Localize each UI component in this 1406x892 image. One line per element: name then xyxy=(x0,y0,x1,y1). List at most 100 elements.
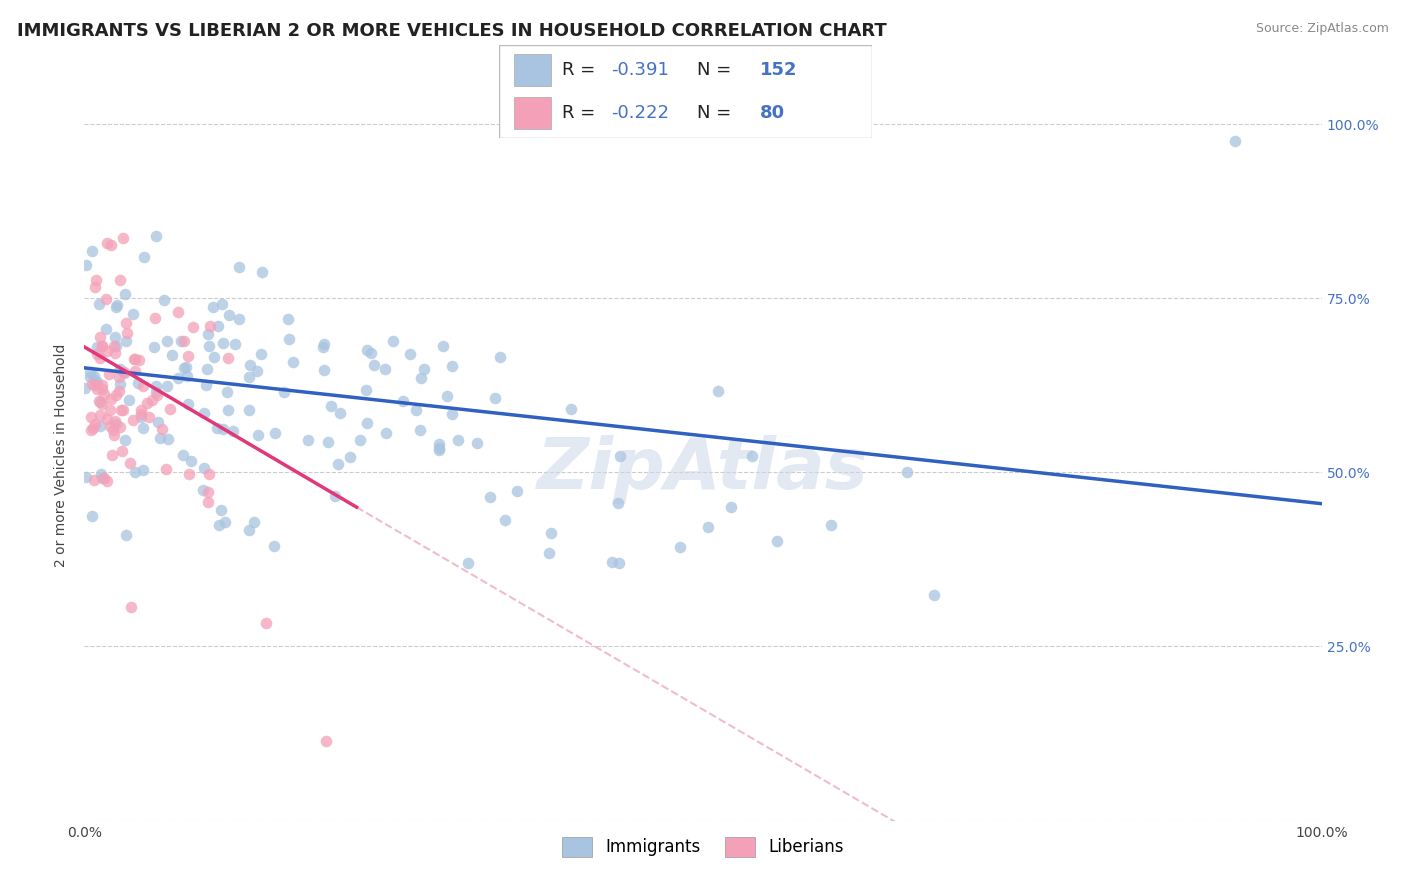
Point xyxy=(86,382,108,396)
Point xyxy=(349,433,371,447)
Point xyxy=(250,347,273,361)
Point xyxy=(108,362,131,376)
Point xyxy=(91,339,114,353)
Point xyxy=(84,280,107,294)
Point xyxy=(103,428,125,442)
Point xyxy=(97,368,120,382)
Point xyxy=(484,391,506,405)
Point xyxy=(108,273,131,287)
Point xyxy=(179,467,201,481)
Point xyxy=(224,337,246,351)
Point xyxy=(159,402,181,417)
Point xyxy=(201,300,224,314)
FancyBboxPatch shape xyxy=(499,45,872,138)
Point xyxy=(103,338,125,352)
Point xyxy=(228,311,250,326)
Point xyxy=(436,388,458,402)
Point xyxy=(82,421,104,435)
Point xyxy=(98,403,121,417)
Point xyxy=(609,449,631,463)
Point xyxy=(138,409,160,424)
Point xyxy=(110,403,132,417)
Point xyxy=(131,421,153,435)
Point xyxy=(120,456,142,470)
Text: -0.222: -0.222 xyxy=(612,104,669,122)
Point xyxy=(131,407,153,421)
Point xyxy=(202,350,225,364)
Point xyxy=(91,339,114,353)
Point xyxy=(96,344,118,359)
Point xyxy=(86,347,108,361)
Point xyxy=(90,397,112,411)
Point xyxy=(87,394,110,409)
Point xyxy=(277,332,299,346)
Point xyxy=(238,403,260,417)
Point xyxy=(146,416,169,430)
Point xyxy=(155,462,177,476)
Point xyxy=(297,434,319,448)
Point xyxy=(114,434,136,448)
Point xyxy=(98,418,121,433)
Point xyxy=(176,349,198,363)
Point xyxy=(89,408,111,422)
Text: R =: R = xyxy=(562,104,602,122)
Point xyxy=(315,733,337,747)
Point xyxy=(104,414,127,428)
Point xyxy=(198,319,221,334)
Point xyxy=(75,470,97,484)
Point xyxy=(83,373,105,387)
Point xyxy=(181,319,204,334)
Point xyxy=(228,260,250,274)
Point xyxy=(157,432,180,446)
Point xyxy=(382,334,405,348)
Point xyxy=(136,396,159,410)
Point xyxy=(281,355,304,369)
Point xyxy=(277,311,299,326)
Point xyxy=(128,353,150,368)
Point xyxy=(73,381,96,395)
Point xyxy=(83,473,105,487)
Point xyxy=(194,378,217,392)
Point xyxy=(537,546,560,560)
Point xyxy=(114,528,136,542)
Point xyxy=(198,467,221,482)
Point xyxy=(153,293,176,307)
Point xyxy=(209,503,232,517)
Point xyxy=(80,377,103,392)
Point xyxy=(173,334,195,348)
Point xyxy=(93,471,115,485)
Point xyxy=(110,376,132,391)
Point xyxy=(124,465,146,479)
Point xyxy=(104,417,127,431)
Point xyxy=(446,433,468,447)
Point xyxy=(89,351,111,366)
Point xyxy=(339,450,361,465)
Text: -0.391: -0.391 xyxy=(612,61,669,78)
Point xyxy=(494,513,516,527)
Point xyxy=(172,448,194,462)
Point xyxy=(146,388,169,402)
Point xyxy=(427,441,450,455)
Point xyxy=(96,411,118,425)
Point xyxy=(429,443,451,458)
Point xyxy=(896,465,918,479)
Point xyxy=(218,308,240,322)
Point xyxy=(167,305,190,319)
Point xyxy=(263,425,285,440)
Point xyxy=(145,384,167,399)
Point xyxy=(607,495,630,509)
Point xyxy=(176,368,198,383)
Point xyxy=(141,393,163,408)
Point xyxy=(155,378,177,392)
Point xyxy=(540,525,562,540)
Point xyxy=(238,524,260,538)
Point xyxy=(115,316,138,330)
Point xyxy=(115,326,138,340)
Point xyxy=(669,540,692,554)
Point xyxy=(124,351,146,366)
Point xyxy=(84,273,107,287)
Point xyxy=(242,515,264,529)
Point xyxy=(312,363,335,377)
Point xyxy=(478,490,501,504)
Point xyxy=(80,508,103,523)
